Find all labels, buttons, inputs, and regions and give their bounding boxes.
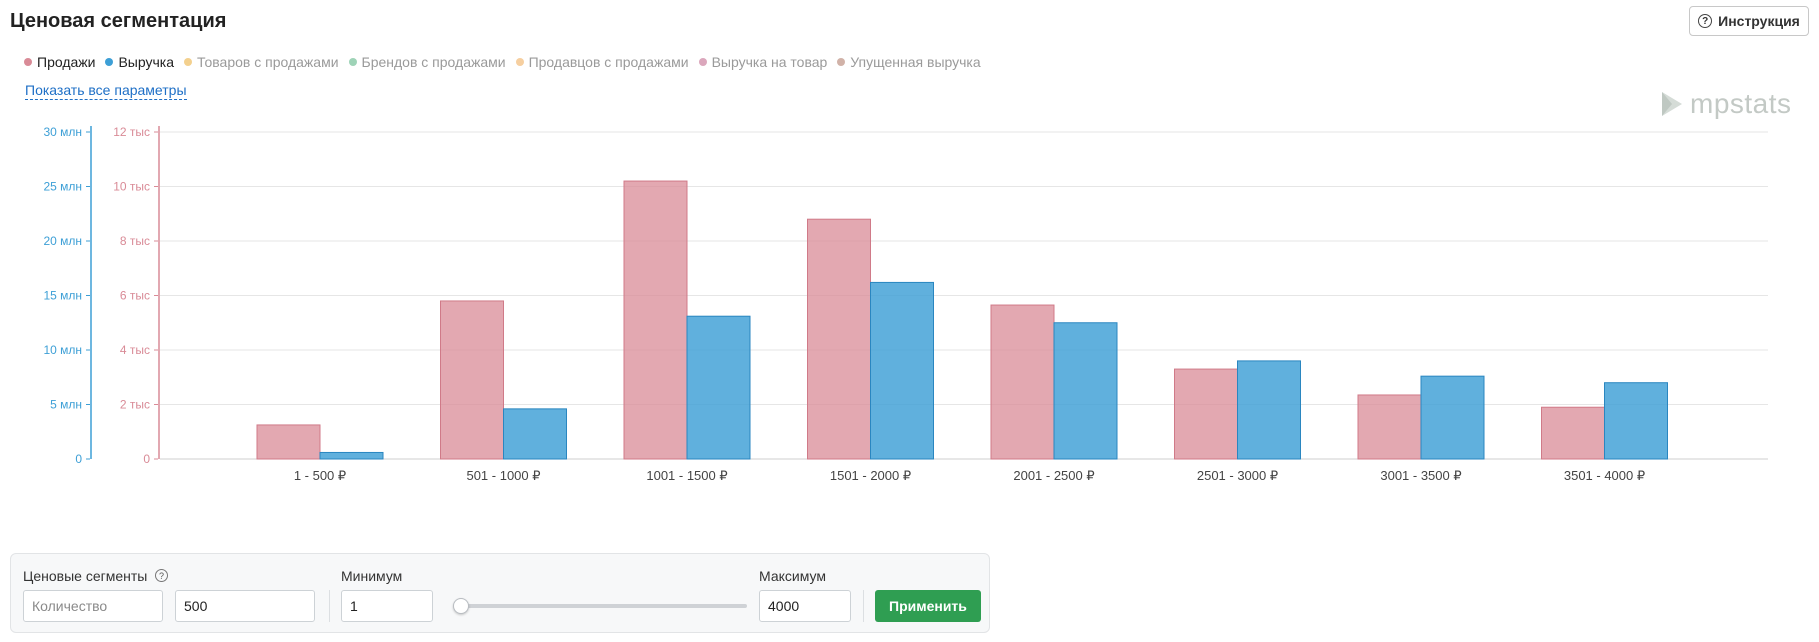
y-right-tick-label: 6 тыс (120, 289, 150, 303)
min-label: Минимум (341, 568, 403, 584)
y-right-tick-label: 10 тыс (113, 180, 150, 194)
segment-mode-input[interactable] (23, 590, 163, 622)
bar-sales (1541, 406, 1605, 460)
legend-item-sales[interactable]: Продажи (24, 54, 95, 70)
legend-label-sales: Продажи (37, 54, 96, 70)
x-tick-label: 1501 - 2000 ₽ (830, 468, 911, 483)
legend-dot-revenue (105, 58, 114, 66)
bar-sales (256, 424, 321, 460)
bar-sales (807, 218, 871, 460)
y-left-tick-label: 10 млн (43, 343, 82, 357)
x-tick-label: 1 - 500 ₽ (294, 468, 346, 483)
y-left-tick-label: 25 млн (43, 180, 82, 194)
bar-sales (623, 180, 688, 460)
y-right-tick-label: 2 тыс (120, 398, 150, 412)
bar-revenue (319, 451, 384, 460)
page-title: Ценовая сегментация (10, 10, 227, 32)
legend-dot-sellers-with-sales (515, 58, 524, 66)
y-right-tick-label: 8 тыс (120, 234, 150, 248)
bar-revenue (1053, 322, 1118, 460)
legend-label-sellers-with-sales: Продавцов с продажами (528, 54, 689, 70)
legend-label-products-with-sales: Товаров с продажами (197, 54, 339, 70)
min-price-input[interactable] (341, 590, 433, 622)
y-left-tick-label: 0 (75, 452, 82, 466)
divider (329, 590, 330, 622)
y-left-tick-label: 15 млн (43, 289, 82, 303)
bar-revenue (686, 315, 751, 460)
legend-label-revenue: Выручка (118, 54, 175, 70)
bar-revenue (1237, 360, 1301, 460)
legend-dot-revenue-per-product (698, 58, 707, 66)
x-tick-label: 1001 - 1500 ₽ (646, 468, 727, 483)
legend-dot-sales (24, 58, 32, 66)
legend-item-brands-with-sales[interactable]: Брендов с продажами (348, 54, 506, 70)
chart-legend: Продажи Выручка Товаров с продажами Брен… (24, 54, 981, 70)
x-tick-label: 2501 - 3000 ₽ (1197, 468, 1278, 483)
divider (863, 590, 864, 622)
max-label: Максимум (759, 568, 826, 584)
instruction-button[interactable]: ? Инструкция (1689, 6, 1809, 36)
y-left-tick-label: 20 млн (43, 234, 82, 248)
y-right-tick-label: 0 (143, 452, 150, 466)
bar-sales (1357, 394, 1422, 460)
bar-sales (440, 300, 504, 460)
show-all-parameters-link[interactable]: Показать все параметры (25, 82, 187, 100)
segment-count-input[interactable] (175, 590, 315, 622)
segment-controls-panel: Ценовые сегменты ? Минимум Максимум Прим… (10, 553, 990, 633)
price-segment-chart: 0 0 5 млн 2 тыс 10 млн 4 тыс 15 млн 6 тыс 20 млн… (43, 125, 1768, 483)
x-tick-label: 3501 - 4000 ₽ (1564, 468, 1645, 483)
legend-item-products-with-sales[interactable]: Товаров с продажами (184, 54, 339, 70)
max-price-input[interactable] (759, 590, 851, 622)
legend-dot-lost-revenue (837, 58, 846, 66)
mpstats-logo: mpstats (1660, 88, 1792, 120)
apply-button[interactable]: Применить (875, 590, 981, 622)
bar-revenue (503, 408, 567, 460)
mpstats-logo-text: mpstats (1690, 88, 1792, 119)
y-left-tick-label: 30 млн (43, 125, 82, 139)
x-tick-label: 2001 - 2500 ₽ (1013, 468, 1094, 483)
legend-label-lost-revenue: Упущенная выручка (850, 54, 981, 70)
legend-item-lost-revenue[interactable]: Упущенная выручка (837, 54, 981, 70)
bar-sales (990, 304, 1055, 460)
bar-revenue (1420, 375, 1485, 460)
y-right-tick-label: 12 тыс (113, 125, 150, 139)
legend-label-revenue-per-product: Выручка на товар (711, 54, 828, 70)
price-range-slider-track[interactable] (455, 604, 747, 608)
segments-help-icon[interactable]: ? (155, 569, 168, 582)
bar-revenue (1604, 382, 1668, 460)
legend-dot-products-with-sales (184, 58, 193, 66)
legend-dot-brands-with-sales (348, 58, 357, 66)
legend-label-brands-with-sales: Брендов с продажами (361, 54, 506, 70)
bar-sales (1174, 368, 1238, 460)
segments-label: Ценовые сегменты (23, 568, 148, 584)
legend-item-revenue-per-product[interactable]: Выручка на товар (698, 54, 828, 70)
mpstats-logo-icon (1662, 92, 1682, 116)
x-tick-label: 3001 - 3500 ₽ (1380, 468, 1461, 483)
legend-item-revenue[interactable]: Выручка (105, 54, 174, 70)
instruction-button-label: Инструкция (1718, 13, 1800, 29)
legend-item-sellers-with-sales[interactable]: Продавцов с продажами (515, 54, 689, 70)
bar-revenue (870, 281, 934, 460)
y-right-tick-label: 4 тыс (120, 343, 150, 357)
price-range-slider-thumb[interactable] (453, 598, 469, 614)
y-left-tick-label: 5 млн (50, 398, 82, 412)
question-icon: ? (1698, 14, 1713, 28)
x-tick-label: 501 - 1000 ₽ (466, 468, 540, 483)
